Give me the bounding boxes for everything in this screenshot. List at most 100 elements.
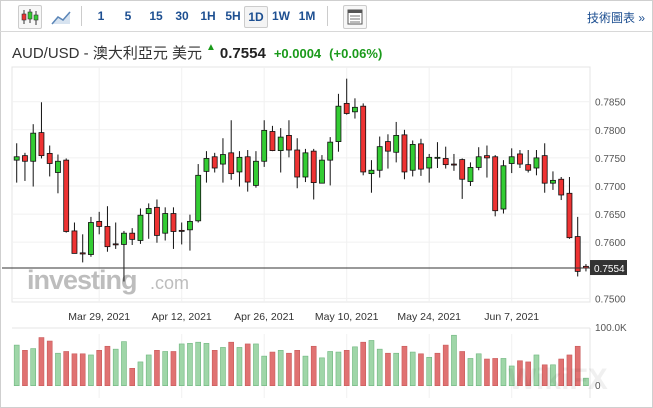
candle-body	[38, 132, 45, 157]
interval-button-1[interactable]: 1	[97, 9, 105, 23]
candle-body	[385, 141, 391, 152]
candle-body	[475, 156, 482, 168]
volume-bar	[236, 347, 243, 387]
volume-bar	[335, 351, 342, 386]
interval-button-5[interactable]: 5	[124, 9, 132, 23]
candle-body	[211, 156, 218, 169]
volume-bar	[96, 350, 102, 387]
volume-bar	[385, 352, 391, 387]
table-view-button[interactable]	[343, 5, 367, 29]
volume-bar	[393, 352, 400, 387]
candle-body	[327, 141, 334, 161]
candle-body	[22, 155, 28, 162]
instrument-name: AUD/USD - 澳大利亞元 美元	[12, 45, 203, 62]
volume-bar	[104, 345, 111, 387]
last-price-tag	[590, 260, 627, 276]
candle-body	[360, 105, 367, 173]
x-tick-label: May 10, 2021	[315, 311, 379, 323]
candle-body	[517, 153, 523, 165]
line-chart-button[interactable]	[50, 6, 72, 28]
volume-bar	[88, 354, 94, 386]
volume-bar	[550, 364, 556, 387]
interval-button-1d[interactable]: 1D	[244, 6, 268, 28]
up-arrow-icon: ▲	[206, 42, 216, 53]
interval-button-5h[interactable]: 5H	[225, 9, 241, 23]
volume-bar	[442, 344, 449, 387]
volume-bar	[352, 346, 358, 386]
candle-body	[566, 192, 573, 239]
volume-bar	[343, 350, 350, 387]
volume-bar	[566, 354, 573, 386]
candle-body	[467, 167, 474, 182]
candle-body	[236, 156, 243, 173]
technical-chart-link[interactable]: 技術圖表 »	[586, 11, 645, 25]
candle-body	[401, 134, 408, 173]
toolbar-divider	[327, 6, 328, 26]
candle-body	[409, 144, 416, 171]
volume-bar	[269, 351, 276, 386]
candle-body	[46, 152, 53, 164]
volume-bar	[30, 348, 37, 386]
y-tick-label: 0.7650	[595, 210, 626, 221]
candle-body	[335, 105, 342, 142]
volume-tick-label: 0	[595, 381, 601, 392]
candle-body	[541, 155, 548, 184]
volume-bar	[517, 360, 523, 387]
volume-bar	[261, 355, 268, 386]
candle-body	[550, 179, 556, 184]
volume-bar	[327, 351, 334, 387]
interval-button-30[interactable]: 30	[175, 9, 189, 23]
candle-body	[112, 243, 119, 246]
candle-body	[525, 164, 532, 171]
candle-body	[451, 163, 457, 166]
volume-bar	[277, 350, 284, 387]
volume-bar	[558, 358, 565, 386]
interval-button-1m[interactable]: 1M	[298, 9, 316, 23]
interval-button-15[interactable]: 15	[149, 9, 163, 23]
interval-button-1h[interactable]: 1H	[200, 9, 216, 23]
volume-bar	[145, 354, 152, 386]
volume-bar	[541, 364, 548, 387]
toolbar-divider	[81, 6, 82, 26]
candle-body	[352, 106, 358, 113]
candle-body	[178, 229, 185, 232]
volume-bar	[71, 353, 78, 386]
candle-body	[137, 214, 144, 241]
interval-button-1w[interactable]: 1W	[272, 9, 290, 23]
volume-bar	[574, 345, 581, 387]
volume-bar	[418, 353, 424, 386]
volume-bar	[286, 352, 292, 387]
candle-body	[30, 132, 37, 162]
candle-body	[88, 222, 94, 255]
y-tick-label: 0.7700	[595, 182, 626, 193]
candle-body	[96, 220, 103, 227]
volume-bar	[376, 348, 383, 387]
candle-body	[187, 220, 193, 231]
volume-bar	[178, 343, 185, 387]
candle-body	[492, 156, 499, 212]
volume-bar	[500, 358, 507, 387]
volume-tick-label: 100.0K	[595, 323, 627, 334]
line-chart-icon	[51, 11, 71, 25]
volume-bar	[79, 353, 86, 386]
volume-bar	[368, 340, 375, 386]
volume-bar	[187, 343, 193, 386]
volume-bar	[426, 356, 433, 386]
candlestick-chart-button[interactable]	[18, 5, 42, 29]
x-tick-label: Apr 12, 2021	[152, 311, 212, 323]
volume-bar	[492, 358, 499, 387]
volume-bar	[220, 347, 226, 387]
candle-body	[442, 158, 449, 166]
candle-body	[203, 158, 210, 172]
volume-bar	[137, 361, 144, 387]
candle-body	[533, 157, 540, 169]
volume-bar	[244, 343, 251, 387]
candle-body	[104, 226, 111, 248]
candle-body	[13, 156, 20, 161]
candle-body	[121, 232, 127, 245]
volume-bar	[203, 343, 210, 386]
volume-bar	[195, 341, 201, 387]
volume-bar	[22, 350, 28, 387]
candle-body	[484, 155, 490, 159]
